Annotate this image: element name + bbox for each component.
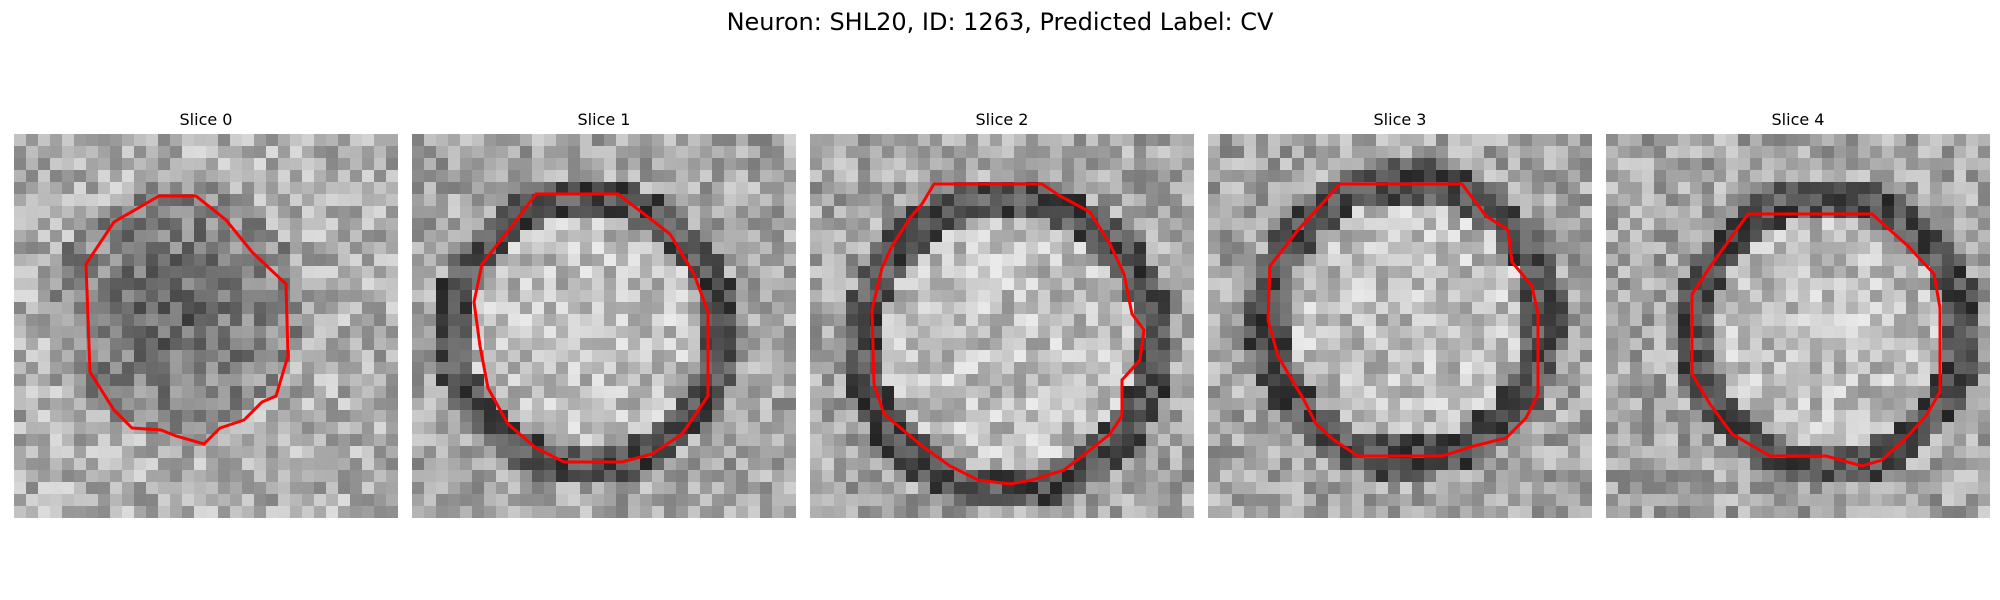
slice-title: Slice 0	[179, 110, 233, 129]
figure-title: Neuron: SHL20, ID: 1263, Predicted Label…	[726, 8, 1274, 36]
roi-contour	[472, 192, 710, 464]
slice-image	[14, 134, 398, 518]
roi-contour	[870, 182, 1146, 486]
roi-contour	[1266, 182, 1540, 458]
slice-image	[1606, 134, 1990, 518]
slice-title: Slice 3	[1373, 110, 1427, 129]
slice-title: Slice 1	[577, 110, 631, 129]
slice-title: Slice 4	[1771, 110, 1825, 129]
slice-image	[810, 134, 1194, 518]
slice-image	[1208, 134, 1592, 518]
slice-title: Slice 2	[975, 110, 1029, 129]
roi-contour	[1690, 212, 1942, 468]
slice-image	[412, 134, 796, 518]
roi-contour	[84, 194, 290, 446]
